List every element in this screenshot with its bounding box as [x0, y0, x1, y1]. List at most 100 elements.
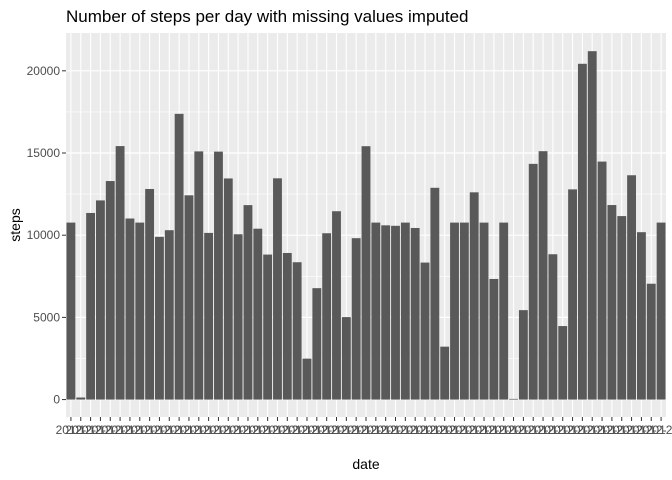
- y-axis-title: steps: [7, 208, 23, 241]
- bar: [607, 205, 617, 400]
- bar: [292, 262, 302, 400]
- bars: [66, 51, 666, 400]
- bar: [381, 225, 391, 400]
- bar: [577, 63, 587, 400]
- x-axis: 2012-2012-2012-2012-2012-2012-2012-2012-…: [56, 417, 672, 437]
- bar: [194, 151, 204, 400]
- x-tick-label: 2012-: [144, 423, 175, 437]
- bar: [440, 346, 450, 400]
- bar: [568, 189, 577, 400]
- x-tick-label: 2012-: [115, 423, 146, 437]
- bar: [214, 151, 223, 400]
- x-tick-label: 2012-: [528, 423, 559, 437]
- bar: [115, 146, 125, 400]
- bar: [155, 236, 164, 400]
- bar: [656, 222, 666, 400]
- bar: [450, 222, 459, 400]
- x-tick-label: 2012-: [272, 423, 303, 437]
- chart-title: Number of steps per day with missing val…: [66, 7, 469, 26]
- bar: [518, 310, 528, 400]
- x-tick-label: 2012-: [203, 423, 234, 437]
- x-tick-label: 2012-: [105, 423, 136, 437]
- bar: [204, 232, 214, 400]
- x-tick-label: 2012-: [360, 423, 391, 437]
- x-tick-label: 2012-: [183, 423, 214, 437]
- x-tick-label: 2012-: [262, 423, 293, 437]
- x-tick-label: 2012-: [164, 423, 195, 437]
- bar: [617, 216, 627, 400]
- bar: [499, 222, 509, 400]
- x-tick-label: 2012-: [85, 423, 116, 437]
- x-tick-label: 2012-: [213, 423, 244, 437]
- bar: [479, 222, 489, 400]
- x-tick-label: 2012-: [390, 423, 421, 437]
- x-tick-label: 2012-: [508, 423, 539, 437]
- bar: [538, 151, 548, 400]
- x-tick-label: 2012-: [479, 423, 510, 437]
- x-tick-label: 2012-: [154, 423, 185, 437]
- x-tick-label: 2012-: [459, 423, 490, 437]
- x-tick-label: 2012-: [557, 423, 588, 437]
- x-tick-label: 2012-: [449, 423, 480, 437]
- x-tick-label: 2012-: [370, 423, 401, 437]
- bar: [312, 288, 322, 400]
- bar: [66, 222, 76, 400]
- bar: [509, 398, 518, 400]
- x-tick-label: 2012-: [301, 423, 332, 437]
- bar: [174, 113, 184, 400]
- x-tick-label: 2012-: [65, 423, 96, 437]
- bar: [282, 252, 292, 400]
- bar: [587, 51, 597, 400]
- bar: [135, 222, 145, 400]
- x-tick-label: 2012-: [518, 423, 549, 437]
- bar: [420, 262, 430, 400]
- y-tick-label: 10000: [27, 228, 61, 242]
- x-tick-label: 2012-: [616, 423, 647, 437]
- bar: [76, 397, 86, 400]
- bar: [263, 254, 273, 400]
- x-tick-label: 2012-: [636, 423, 667, 437]
- bar: [145, 188, 155, 400]
- x-tick-label: 2012-: [193, 423, 224, 437]
- x-tick-label: 2012-: [351, 423, 382, 437]
- bar: [273, 178, 282, 400]
- y-tick-label: 20000: [27, 64, 61, 78]
- x-tick-label: 2012-: [233, 423, 264, 437]
- x-tick-label: 2012-: [400, 423, 431, 437]
- bar: [332, 211, 341, 400]
- bar: [400, 222, 410, 400]
- bar: [341, 317, 351, 400]
- bar: [125, 218, 135, 400]
- x-tick-label: 2012-: [95, 423, 126, 437]
- x-tick-label: 2012-: [488, 423, 519, 437]
- x-tick-label: 2012-: [429, 423, 460, 437]
- bar: [558, 326, 568, 400]
- bar: [351, 238, 361, 400]
- x-tick-label: 2012-: [626, 423, 657, 437]
- x-tick-label: 2012-: [56, 423, 87, 437]
- bar: [371, 222, 381, 400]
- x-tick-label: 2012-: [321, 423, 352, 437]
- y-tick-label: 15000: [27, 146, 61, 160]
- x-tick-label: 2012-: [311, 423, 342, 437]
- bar: [430, 187, 440, 400]
- x-tick-label: 2012-: [606, 423, 637, 437]
- x-tick-label: 2012-: [242, 423, 273, 437]
- x-tick-label: 2012-: [341, 423, 372, 437]
- bar: [548, 254, 558, 400]
- x-tick-label: 2012-: [420, 423, 451, 437]
- bar: [164, 230, 174, 400]
- x-tick-label: 2012-: [331, 423, 362, 437]
- bar: [243, 205, 253, 400]
- x-tick-label: 2012-: [292, 423, 323, 437]
- x-tick-label: 2012-: [410, 423, 441, 437]
- bar: [86, 212, 96, 400]
- bar: [391, 225, 400, 400]
- bar: [489, 278, 499, 400]
- x-tick-label: 2012-: [597, 423, 628, 437]
- y-axis: 0 5000 10000 15000 20000: [27, 64, 66, 407]
- bar: [410, 227, 420, 400]
- bar: [361, 146, 371, 400]
- x-tick-label: 2012-: [646, 423, 672, 437]
